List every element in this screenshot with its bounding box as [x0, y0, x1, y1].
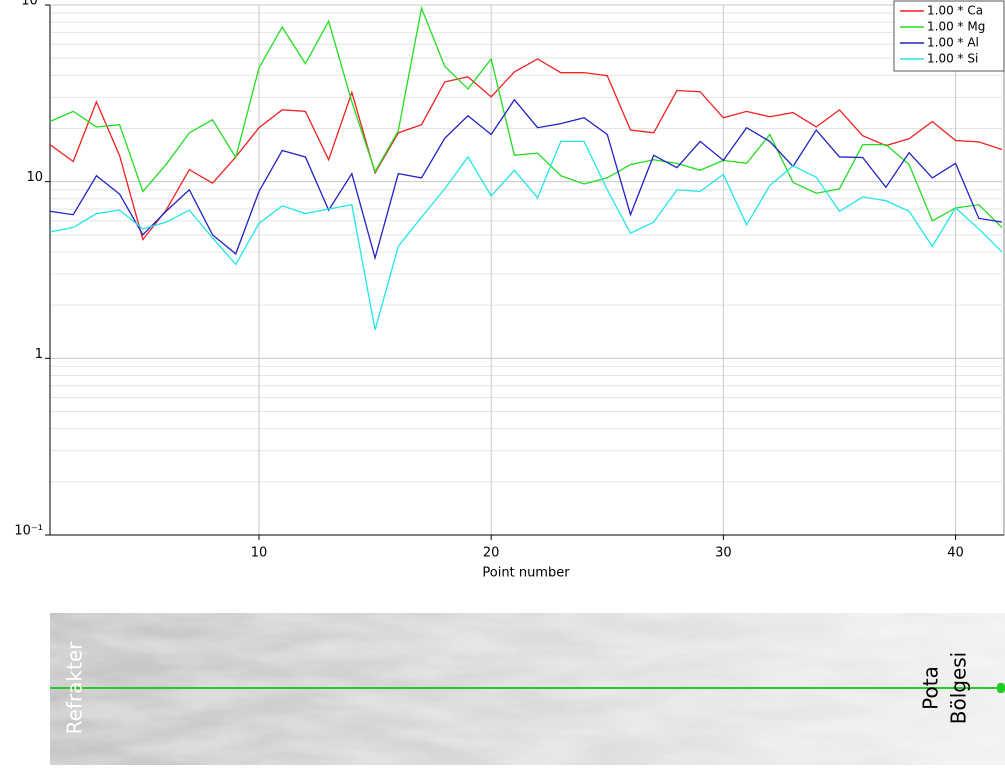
x-tick-label: 20: [483, 546, 500, 561]
data-line: [49, 140, 1003, 330]
y-tick-label: 10: [26, 170, 43, 185]
y-tick-label: 10⁻¹: [14, 524, 43, 539]
image-label: Pota: [919, 666, 943, 710]
image-label: Refrakter: [63, 641, 87, 735]
data-line: [49, 98, 1003, 261]
legend-label: 1.00 * Mg: [927, 20, 985, 34]
plot-area: [49, 4, 1005, 536]
plot: 10² 10 1 10⁻¹ 10 20 30 40 Point number 1.00 * Ca 1…: [14, 0, 1005, 581]
x-tick-label: 10: [251, 546, 268, 561]
data-line: [49, 58, 1003, 242]
x-tick-label: 40: [947, 546, 964, 561]
legend-label: 1.00 * Ca: [927, 4, 983, 18]
image-label: Bölgesi: [947, 652, 971, 725]
micrograph: Refrakter Pota Bölgesi: [50, 613, 1005, 765]
x-tick-label: 30: [715, 546, 732, 561]
scan-end: [997, 683, 1005, 693]
y-tick-label: 10²: [21, 0, 43, 9]
legend-label: 1.00 * Al: [927, 36, 979, 50]
data-line: [49, 5, 1003, 229]
x-axis-label: Point number: [482, 566, 570, 581]
y-tick-label: 1: [35, 347, 43, 362]
legend-label: 1.00 * Si: [927, 52, 978, 66]
